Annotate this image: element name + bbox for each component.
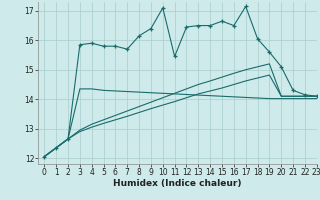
X-axis label: Humidex (Indice chaleur): Humidex (Indice chaleur) (113, 179, 242, 188)
